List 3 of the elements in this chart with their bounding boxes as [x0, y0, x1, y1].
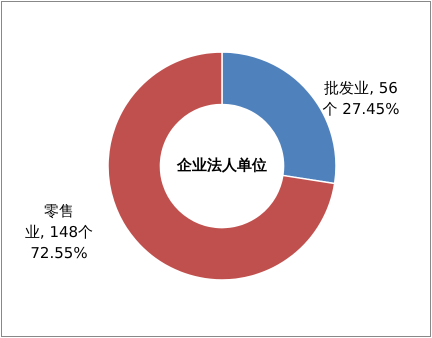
slice-label: 零售业, 148个 72.55% [24, 201, 94, 264]
text: 企业法人单位 [176, 155, 268, 176]
slice-label: 批发业, 56个 27.45% [322, 78, 400, 120]
